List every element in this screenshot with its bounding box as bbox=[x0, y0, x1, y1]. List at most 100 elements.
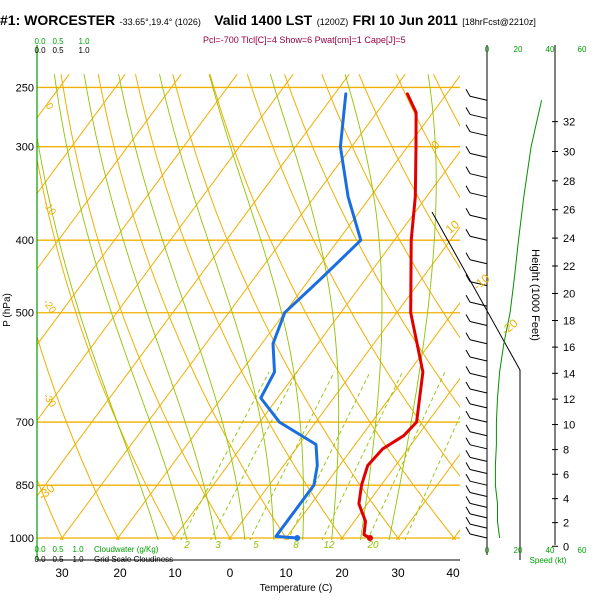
height-tick-label: 20 bbox=[563, 288, 575, 300]
pressure-tick-label: 300 bbox=[16, 142, 34, 154]
cloudwater-label: Cloudwater (g/Kg) bbox=[94, 545, 159, 554]
dry-adiabat bbox=[583, 74, 600, 554]
wind-barb-flag bbox=[465, 349, 471, 358]
mixing-ratio-label: 2 bbox=[183, 540, 190, 551]
wind-barb-flag bbox=[465, 107, 471, 115]
x-tick-label: 0 bbox=[227, 566, 234, 580]
wind-barb-flag bbox=[465, 381, 471, 390]
moist-adiabat bbox=[53, 74, 188, 540]
height-tick-label: 30 bbox=[563, 146, 575, 158]
wind-barb-flag bbox=[465, 252, 471, 260]
wind-barb bbox=[469, 235, 488, 241]
wind-barb bbox=[469, 513, 488, 519]
wind-barb-flag bbox=[465, 88, 471, 97]
wind-barb-flag bbox=[465, 516, 471, 525]
y-axis-title: P (hPa) bbox=[2, 293, 13, 327]
mixing-ratio-label: 12 bbox=[323, 540, 335, 551]
x-axis-title: Temperature (C) bbox=[260, 583, 333, 594]
moist-adiabat bbox=[159, 74, 275, 540]
isotherm-line bbox=[37, 73, 126, 195]
speed-tick-bottom: 0 bbox=[485, 546, 490, 555]
dry-adiabat-label: 0 bbox=[428, 137, 442, 152]
surface-dewpoint-dot bbox=[294, 535, 301, 541]
moist-adiabat bbox=[83, 74, 217, 540]
mixing-ratio-label: 8 bbox=[293, 540, 299, 551]
pressure-tick-label: 1000 bbox=[10, 533, 34, 545]
isotherm-line bbox=[451, 529, 460, 540]
moist-adiabat bbox=[269, 74, 340, 540]
speed-tick-bottom: 20 bbox=[514, 546, 523, 555]
cloudwater-tick-top: 0.0 bbox=[34, 37, 46, 46]
wind-speed-profile bbox=[494, 100, 543, 539]
wind-barb bbox=[469, 131, 488, 137]
mixing-ratio-label: 20 bbox=[366, 540, 379, 551]
x-tick-label: 30 bbox=[391, 566, 405, 580]
pressure-tick-label: 400 bbox=[16, 235, 34, 247]
moist-adiabat bbox=[118, 74, 246, 540]
wind-barb-flag bbox=[465, 314, 471, 322]
isotherm-line bbox=[395, 453, 460, 540]
surface-temperature-dot bbox=[367, 535, 373, 541]
wind-barb bbox=[469, 356, 488, 362]
moist-adiabat bbox=[37, 134, 159, 540]
cloudiness-tick-bottom: 1.0 bbox=[72, 555, 84, 564]
height-tick-label: 24 bbox=[563, 233, 575, 245]
moist-adiabat bbox=[388, 74, 437, 540]
station-coords: -33.65°,19.4° (1026) bbox=[119, 17, 201, 27]
cloudiness-tick-bottom: 0.5 bbox=[52, 555, 64, 564]
isotherm-label: -30 bbox=[40, 391, 58, 410]
wind-barb bbox=[469, 502, 488, 508]
dry-adiabat bbox=[60, 74, 232, 540]
height-tick-label: 32 bbox=[563, 117, 575, 129]
wind-barb-flag bbox=[465, 506, 471, 515]
wind-barb bbox=[469, 281, 488, 287]
height-tick-label: 14 bbox=[563, 368, 575, 380]
wind-barb bbox=[469, 192, 488, 198]
wind-barb-flag bbox=[465, 450, 471, 458]
valid-time: Valid 1400 LST bbox=[214, 12, 313, 28]
isotherm-line bbox=[37, 73, 182, 270]
wind-barb-flag bbox=[465, 207, 471, 216]
wind-barb bbox=[469, 456, 488, 462]
wind-barb bbox=[469, 214, 488, 220]
dry-adiabat bbox=[135, 74, 345, 540]
isotherm-line bbox=[59, 73, 406, 540]
isotherm-line bbox=[498, 74, 600, 554]
wind-barb-flag bbox=[465, 473, 471, 482]
cloudwater-tick-bottom: 0.0 bbox=[34, 545, 46, 554]
valid-date: FRI 10 Jun 2011 bbox=[352, 12, 458, 28]
wind-barb bbox=[469, 403, 488, 409]
wind-barb-flag bbox=[465, 166, 471, 174]
domain-boundary bbox=[431, 211, 521, 560]
wind-barb bbox=[469, 259, 488, 265]
mixing-ratio-line bbox=[321, 371, 403, 540]
wind-barb bbox=[469, 431, 488, 437]
cloudwater-tick-bottom: 1.0 bbox=[72, 545, 84, 554]
wind-barb bbox=[469, 152, 488, 158]
wind-barb bbox=[469, 444, 488, 450]
wind-barb bbox=[469, 417, 488, 423]
speed-tick-top: 0 bbox=[485, 45, 490, 54]
moist-adiabat bbox=[344, 74, 383, 540]
wind-barb-flag bbox=[465, 496, 471, 504]
cloudwater-tick-top: 0.5 bbox=[52, 37, 64, 46]
mixing-ratio-line bbox=[210, 371, 298, 540]
dry-adiabat bbox=[37, 156, 176, 540]
valid-utc: (1200Z) bbox=[316, 17, 349, 27]
dry-adiabat bbox=[246, 74, 460, 477]
speed-tick-bottom: 40 bbox=[546, 546, 555, 555]
mixing-ratio-line bbox=[180, 371, 270, 540]
height-axis-title: Height (1000 Feet) bbox=[529, 249, 541, 341]
temperature-curve bbox=[357, 92, 425, 540]
x-tick-label: 10 bbox=[279, 566, 293, 580]
wind-barb-flag bbox=[465, 274, 471, 282]
isotherm-line bbox=[37, 73, 350, 497]
wind-barb-flag bbox=[465, 462, 471, 470]
wind-barb-flag bbox=[465, 332, 471, 340]
dry-adiabat bbox=[172, 74, 401, 540]
cloudiness-label: Grid Scale Cloudiness bbox=[94, 555, 173, 564]
wind-barb bbox=[469, 301, 488, 307]
height-tick-label: 12 bbox=[563, 394, 575, 406]
height-tick-label: 26 bbox=[563, 205, 575, 217]
dry-adiabat bbox=[508, 74, 600, 554]
